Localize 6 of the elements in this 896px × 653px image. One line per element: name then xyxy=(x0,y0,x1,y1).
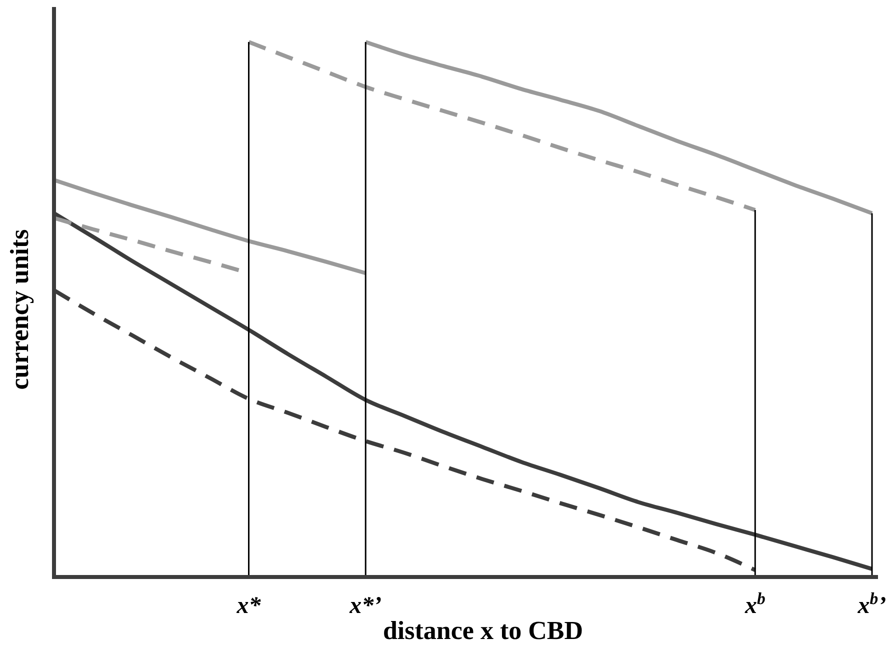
x-tick-label: x$^{b}$’ xyxy=(856,589,886,619)
x-tick-label: x$^{b}$ xyxy=(744,589,766,619)
x-axis-title: distance x to CBD xyxy=(382,616,584,645)
x-tick-label: x*’ xyxy=(348,593,382,619)
x-tick-label: x* xyxy=(236,593,262,619)
y-axis-title: currency units xyxy=(5,229,34,390)
